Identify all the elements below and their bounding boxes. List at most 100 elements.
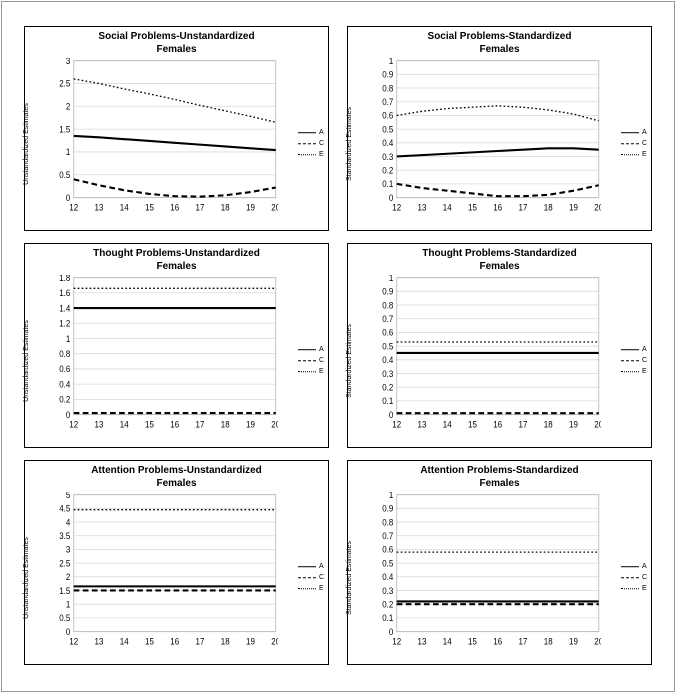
legend-line-icon	[621, 578, 639, 579]
y-tick-label: 0.1	[382, 396, 393, 407]
y-axis-label: Standardized Estimates	[346, 324, 353, 398]
y-tick-label: 1.8	[59, 275, 70, 283]
x-tick-label: 14	[443, 636, 452, 647]
legend-line-icon	[298, 372, 316, 373]
legend-row-C: C	[621, 355, 647, 366]
y-tick-label: 4.5	[59, 503, 70, 514]
x-tick-label: 13	[95, 636, 104, 647]
y-tick-label: 1.5	[59, 124, 70, 135]
chart-area: Standardized Estimates00.10.20.30.40.50.…	[348, 58, 651, 230]
y-tick-label: 0.7	[382, 96, 393, 107]
legend-label: C	[642, 355, 647, 366]
plot-wrap: 00.10.20.30.40.50.60.70.80.9112131415161…	[348, 492, 651, 664]
y-tick-label: 0.5	[382, 124, 393, 135]
legend-row-E: E	[621, 367, 647, 378]
y-tick-label: 0.8	[382, 300, 393, 311]
y-axis-label: Unstandardized Estimates	[23, 103, 30, 185]
y-tick-label: 1	[389, 275, 394, 283]
line-chart-svg: 00.10.20.30.40.50.60.70.80.9112131415161…	[374, 58, 601, 216]
x-tick-label: 13	[418, 202, 427, 213]
x-tick-label: 16	[493, 202, 502, 213]
legend-label: E	[319, 367, 324, 378]
y-tick-label: 0.2	[382, 382, 393, 393]
y-tick-label: 1	[66, 333, 71, 344]
legend-line-icon	[298, 155, 316, 156]
chart-title-line2: Females	[25, 261, 328, 274]
y-tick-label: 0.4	[59, 379, 70, 390]
x-tick-label: 14	[443, 202, 452, 213]
chart-panel-p4: Thought Problems-StandardizedFemalesStan…	[347, 243, 652, 448]
legend-label: A	[642, 344, 647, 355]
legend-line-icon	[298, 566, 316, 567]
y-tick-label: 1.4	[59, 303, 70, 314]
y-tick-label: 1.5	[59, 585, 70, 596]
plot-wrap: 00.511.522.53121314151617181920	[25, 58, 328, 230]
legend-row-A: A	[298, 127, 324, 138]
y-axis-label: Standardized Estimates	[346, 107, 353, 181]
x-tick-label: 12	[392, 202, 401, 213]
y-tick-label: 0.6	[59, 364, 70, 375]
y-tick-label: 3	[66, 58, 71, 66]
chart-title-line2: Females	[348, 44, 651, 57]
x-tick-label: 19	[246, 419, 255, 430]
legend-line-icon	[621, 155, 639, 156]
y-tick-label: 0.6	[382, 327, 393, 338]
y-tick-label: 0.3	[382, 585, 393, 596]
figure-outer-border: Social Problems-UnstandardizedFemalesUns…	[1, 1, 675, 692]
legend-row-E: E	[621, 584, 647, 595]
legend-label: E	[319, 150, 324, 161]
legend: ACE	[621, 344, 647, 378]
chart-panel-p2: Social Problems-StandardizedFemalesStand…	[347, 26, 652, 231]
legend-row-A: A	[621, 561, 647, 572]
y-axis-label: Standardized Estimates	[346, 541, 353, 615]
chart-title-line2: Females	[25, 44, 328, 57]
legend-label: C	[319, 138, 324, 149]
legend-row-A: A	[298, 344, 324, 355]
y-tick-label: 0.5	[382, 558, 393, 569]
plot-wrap: 00.10.20.30.40.50.60.70.80.9112131415161…	[348, 58, 651, 230]
legend-row-A: A	[621, 344, 647, 355]
y-tick-label: 0.3	[382, 368, 393, 379]
legend-label: A	[642, 561, 647, 572]
legend-row-E: E	[298, 367, 324, 378]
y-tick-label: 0.4	[382, 138, 393, 149]
chart-title-line2: Females	[348, 261, 651, 274]
y-tick-label: 0.8	[59, 348, 70, 359]
x-tick-label: 17	[519, 636, 528, 647]
y-tick-label: 3	[66, 544, 71, 555]
y-tick-label: 0.8	[382, 83, 393, 94]
chart-area: Standardized Estimates00.10.20.30.40.50.…	[348, 275, 651, 447]
y-tick-label: 1	[389, 58, 394, 66]
x-tick-label: 13	[95, 202, 104, 213]
chart-title-line1: Attention Problems-Unstandardized	[25, 465, 328, 478]
legend-line-icon	[621, 566, 639, 567]
line-chart-svg: 00.511.522.53121314151617181920	[51, 58, 278, 216]
x-tick-label: 20	[271, 202, 278, 213]
x-tick-label: 13	[418, 419, 427, 430]
y-tick-label: 0.3	[382, 151, 393, 162]
y-tick-label: 0.1	[382, 613, 393, 624]
series-line-C	[397, 184, 599, 196]
y-tick-label: 0.7	[382, 530, 393, 541]
x-tick-label: 16	[170, 636, 179, 647]
x-tick-label: 15	[468, 636, 477, 647]
legend-row-C: C	[621, 138, 647, 149]
y-tick-label: 0.6	[382, 110, 393, 121]
x-tick-label: 14	[120, 636, 129, 647]
x-tick-label: 12	[392, 419, 401, 430]
y-axis-label: Unstandardized Estimates	[23, 320, 30, 402]
legend-line-icon	[621, 132, 639, 133]
chart-area: Unstandardized Estimates00.20.40.60.811.…	[25, 275, 328, 447]
legend-label: A	[642, 127, 647, 138]
chart-title-line1: Thought Problems-Unstandardized	[25, 248, 328, 261]
legend-row-C: C	[621, 572, 647, 583]
y-tick-label: 4	[66, 517, 71, 528]
legend-line-icon	[621, 361, 639, 362]
y-tick-label: 0.7	[382, 313, 393, 324]
chart-area: Unstandardized Estimates00.511.522.533.5…	[25, 492, 328, 664]
line-chart-svg: 00.20.40.60.811.21.41.61.812131415161718…	[51, 275, 278, 433]
x-tick-label: 12	[69, 419, 78, 430]
x-tick-label: 16	[493, 419, 502, 430]
chart-panel-p6: Attention Problems-StandardizedFemalesSt…	[347, 460, 652, 665]
x-tick-label: 18	[221, 419, 230, 430]
